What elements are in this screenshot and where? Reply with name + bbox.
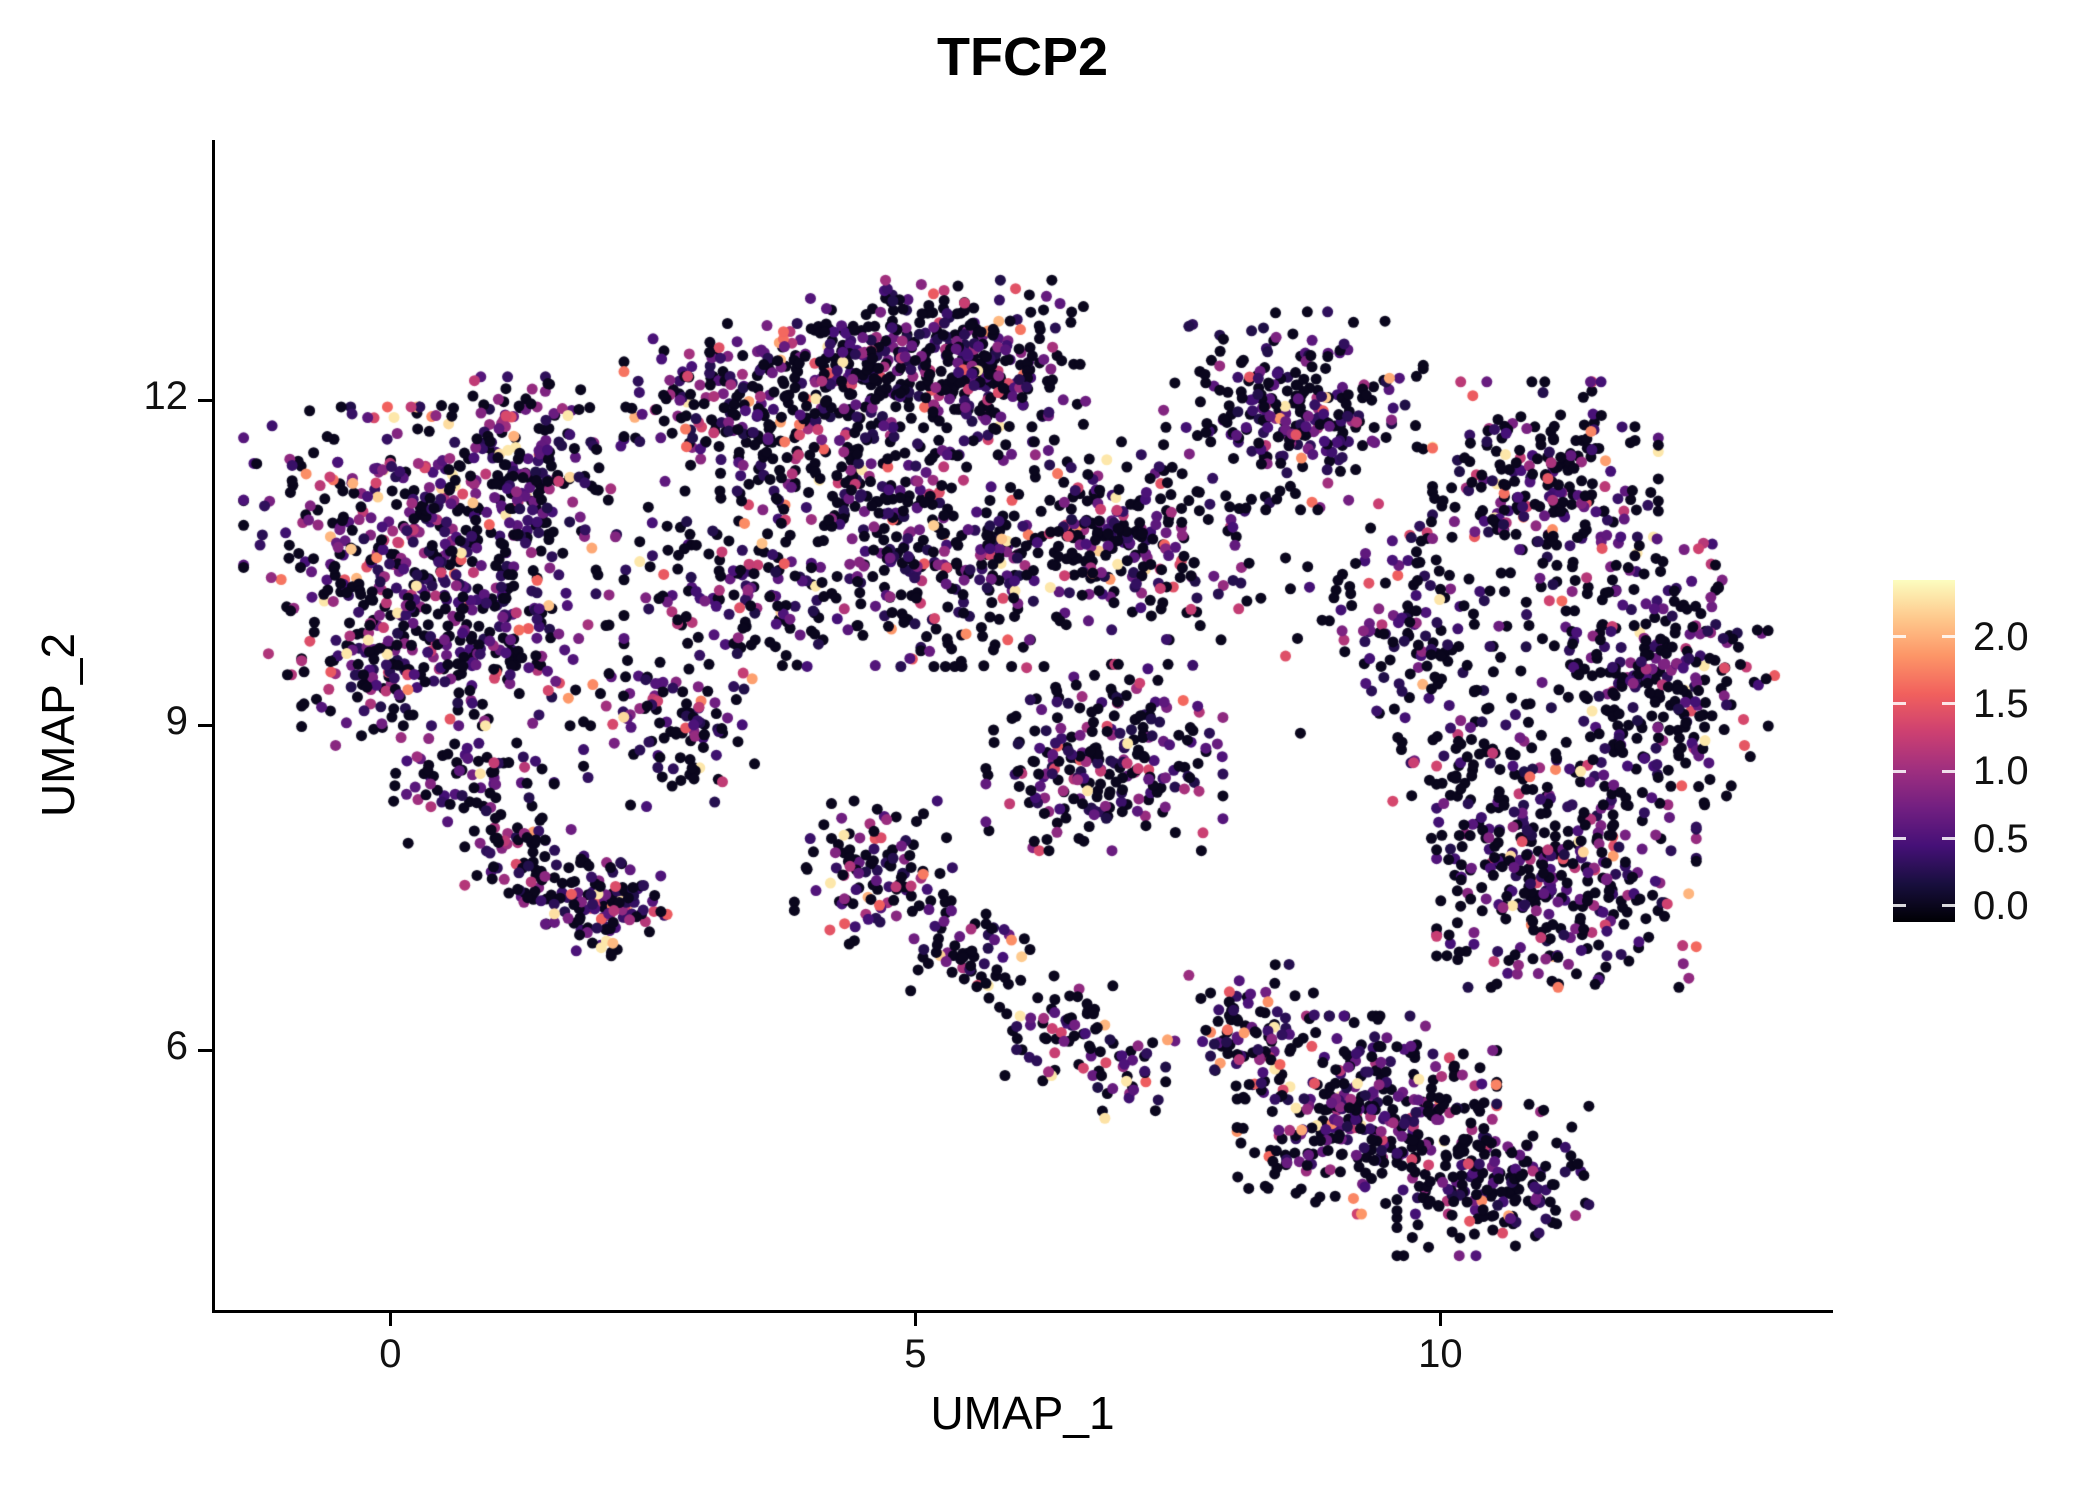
y-axis-line [212, 140, 215, 1313]
colorbar-gradient [1893, 580, 1955, 922]
colorbar-tick-mark [1893, 702, 1906, 706]
colorbar [1893, 580, 1955, 922]
colorbar-tick-mark [1942, 904, 1955, 908]
colorbar-tick-label: 0.5 [1973, 816, 2029, 861]
colorbar-tick-mark [1893, 904, 1906, 908]
x-tick-label: 5 [904, 1332, 927, 1376]
colorbar-tick-label: 2.0 [1973, 614, 2029, 659]
colorbar-tick-label: 1.0 [1973, 749, 2029, 794]
y-axis-label: UMAP_2 [32, 632, 84, 818]
x-tick-label: 10 [1418, 1332, 1463, 1376]
colorbar-tick-label: 0.0 [1973, 883, 2029, 928]
y-tick-mark [198, 1048, 212, 1052]
y-tick-label: 12 [143, 374, 189, 418]
colorbar-tick-label: 1.5 [1973, 681, 2029, 726]
colorbar-tick-mark [1942, 837, 1955, 841]
y-tick-mark [198, 398, 212, 402]
x-tick-mark [1438, 1312, 1442, 1326]
umap-points-canvas [215, 140, 1830, 1310]
y-tick-label: 9 [165, 699, 188, 743]
x-axis-line [212, 1310, 1833, 1313]
colorbar-tick-mark [1893, 635, 1906, 639]
colorbar-tick-mark [1893, 769, 1906, 773]
y-tick-mark [198, 723, 212, 727]
x-tick-mark [913, 1312, 917, 1326]
x-tick-label: 0 [379, 1332, 402, 1376]
chart-title: TFCP2 [936, 27, 1109, 87]
x-axis-label: UMAP_1 [930, 1387, 1115, 1439]
colorbar-tick-mark [1942, 702, 1955, 706]
colorbar-tick-mark [1942, 635, 1955, 639]
x-tick-mark [388, 1312, 392, 1326]
y-tick-label: 6 [165, 1024, 188, 1068]
colorbar-tick-mark [1893, 837, 1906, 841]
colorbar-tick-mark [1942, 769, 1955, 773]
